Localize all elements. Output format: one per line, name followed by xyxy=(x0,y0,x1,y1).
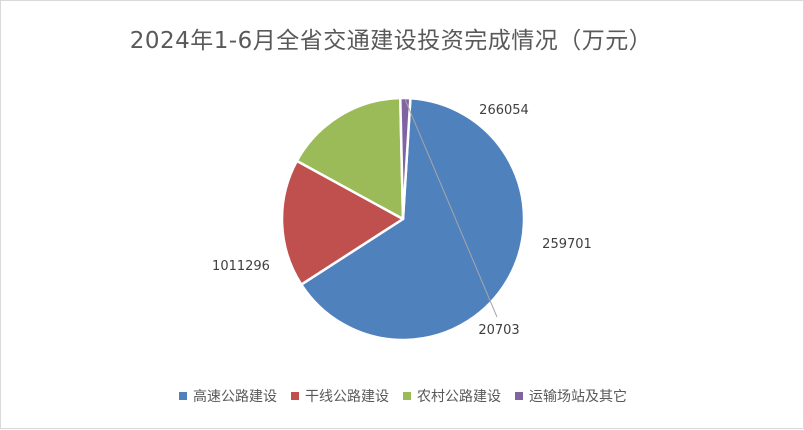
leader-line-transport-hub xyxy=(404,99,498,318)
legend-label: 高速公路建设 xyxy=(193,389,277,405)
leader-lines xyxy=(404,99,498,318)
legend-item-rural-road: 农村公路建设 xyxy=(403,386,501,406)
legend-swatch xyxy=(179,392,187,400)
chart-title: 2024年1-6月全省交通建设投资完成情况（万元） xyxy=(129,28,653,54)
slice-trunk-road xyxy=(280,159,405,286)
legend-label: 干线公路建设 xyxy=(305,389,389,405)
legend-item-trunk-road: 干线公路建设 xyxy=(291,386,389,406)
slice-highway xyxy=(300,96,526,342)
legend-swatch xyxy=(403,392,411,400)
legend-item-transport-hub: 运输场站及其它 xyxy=(515,386,627,406)
legend-swatch xyxy=(291,392,299,400)
slice-rural-road xyxy=(295,96,405,221)
legend-swatch xyxy=(515,392,523,400)
legend-item-highway: 高速公路建设 xyxy=(179,386,277,406)
label-transport-hub: 20703 xyxy=(478,323,519,338)
legend: 高速公路建设 干线公路建设 农村公路建设 运输场站及其它 xyxy=(1,386,804,406)
pie-slices xyxy=(280,96,526,342)
label-trunk-road: 266054 xyxy=(479,103,529,118)
data-labels: 1011296 266054 259701 20703 xyxy=(212,103,592,338)
label-highway: 1011296 xyxy=(212,259,270,274)
legend-label: 运输场站及其它 xyxy=(529,389,627,405)
label-rural-road: 259701 xyxy=(542,237,592,252)
slice-transport-hub xyxy=(399,96,412,221)
legend-label: 农村公路建设 xyxy=(417,389,501,405)
